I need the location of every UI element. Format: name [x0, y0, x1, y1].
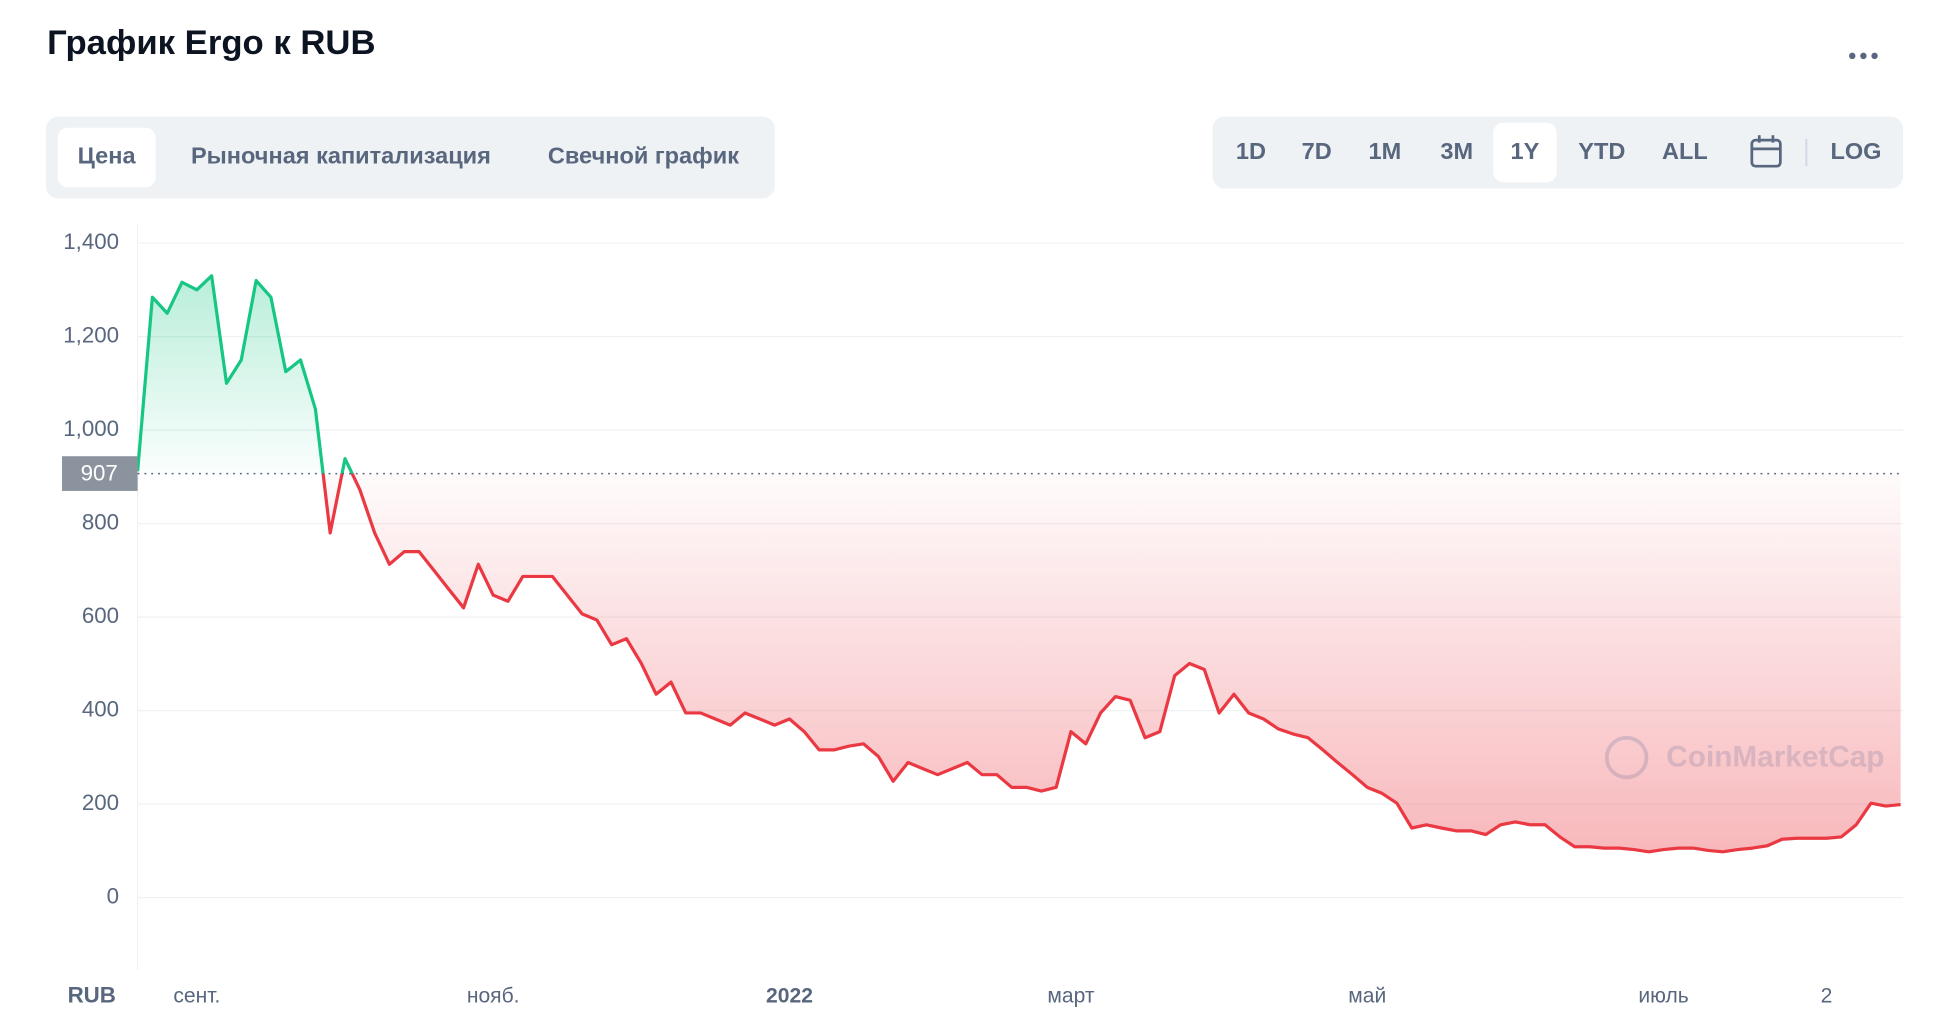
tab-bar	[45, 116, 775, 199]
y-tick-label: 1,200	[63, 322, 119, 347]
y-tick-label: 1,400	[63, 229, 119, 254]
reference-label: 907	[81, 461, 118, 486]
x-tick-label: июль	[1638, 984, 1688, 1007]
reference-badge	[61, 456, 138, 491]
range-bar	[1212, 116, 1904, 189]
unit-label: RUB	[68, 983, 116, 1008]
range-button[interactable]: 1Y	[1511, 138, 1540, 164]
price-line	[136, 274, 1901, 854]
range-button[interactable]: 3M	[1440, 138, 1473, 164]
calendar-button[interactable]	[1750, 135, 1782, 168]
area	[137, 275, 1901, 852]
dot	[1849, 52, 1856, 60]
range-button[interactable]: 1M	[1368, 138, 1401, 164]
range-button[interactable]: ALL	[1662, 138, 1708, 164]
y-tick-label: 600	[82, 603, 119, 628]
y-tick-label: 200	[82, 790, 119, 815]
active-range	[1493, 122, 1557, 183]
y-tick-label: 800	[82, 510, 119, 535]
y-tick-label: 400	[82, 697, 119, 722]
active-tab	[57, 127, 156, 188]
x-tick-label: май	[1348, 984, 1386, 1007]
range-button[interactable]: YTD	[1578, 138, 1625, 164]
page-title: График Ergo к RUB	[47, 24, 375, 62]
y-tick-label: 1,000	[63, 416, 119, 441]
x-tick-label: 2022	[766, 984, 813, 1007]
dot	[1860, 52, 1867, 60]
x-tick-label: 2	[1821, 984, 1833, 1007]
calendar-icon	[1750, 138, 1782, 168]
x-tick-label: март	[1047, 984, 1094, 1007]
x-tick-label: сент.	[173, 984, 220, 1007]
tab[interactable]: Цена	[78, 143, 137, 169]
tab[interactable]: Рыночная капитализация	[191, 143, 491, 169]
x-tick-label: нояб.	[467, 984, 520, 1007]
range-button[interactable]: 7D	[1302, 138, 1332, 164]
y-tick-label: 0	[107, 884, 119, 909]
dot	[1871, 52, 1878, 60]
more-menu[interactable]	[1849, 52, 1878, 60]
log-button[interactable]: LOG	[1830, 138, 1881, 164]
tab[interactable]: Свечной график	[548, 143, 739, 169]
range-button[interactable]: 1D	[1236, 138, 1266, 164]
